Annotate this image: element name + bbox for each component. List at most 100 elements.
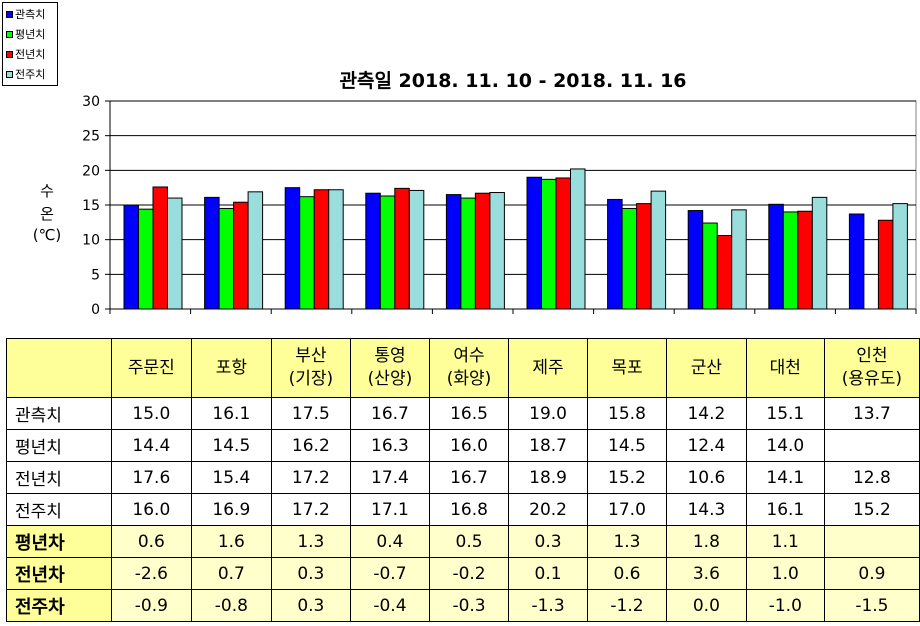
table-cell: 16.2	[270, 429, 351, 462]
table-cell: 18.7	[508, 429, 589, 462]
table-cell: -0.9	[110, 589, 192, 622]
bar	[152, 186, 168, 310]
bar	[123, 204, 139, 310]
y-tick-label: 20	[82, 163, 100, 179]
table-cell: 0.9	[823, 557, 920, 590]
table-cell: 15.1	[745, 397, 825, 430]
table-cell: 16.3	[349, 429, 431, 462]
table-cell: 15.8	[587, 397, 667, 430]
table-cell: 14.2	[665, 397, 747, 430]
station-header-line: 통영	[374, 346, 406, 366]
bar	[247, 191, 264, 310]
bar	[687, 210, 704, 310]
bar	[460, 197, 476, 310]
station-header-line: 여수	[453, 346, 485, 366]
table-cell: 16.0	[110, 493, 192, 526]
bar	[731, 209, 747, 310]
y-tick-label: 10	[82, 233, 100, 249]
y-tick-label: 0	[91, 302, 100, 318]
table-cell: 1.6	[190, 525, 272, 558]
y-tick-label: 25	[82, 129, 100, 145]
table-cell	[823, 429, 920, 462]
bar	[379, 195, 396, 310]
bar	[489, 192, 505, 310]
chart-legend: 관측치 평년치 전년치 전주치	[2, 2, 58, 86]
bar	[892, 203, 908, 310]
table-cell: 14.4	[110, 429, 192, 462]
table-cell: 20.2	[508, 493, 589, 526]
station-header: 통영 (산양)	[349, 338, 431, 398]
bar	[138, 208, 154, 310]
row-label: 전주치	[6, 493, 112, 526]
table-cell: -0.4	[349, 589, 431, 622]
table-cell: 0.5	[428, 525, 510, 558]
table-cell: 14.1	[745, 461, 825, 494]
table-cell: -1.5	[823, 589, 920, 622]
row-label: 전년차	[6, 557, 112, 590]
station-header: 제주	[508, 338, 589, 398]
table-cell: 16.7	[428, 461, 510, 494]
bar	[526, 176, 542, 310]
bar	[607, 198, 623, 310]
station-header: 부산 (기장)	[270, 338, 351, 398]
table-cell: -1.2	[587, 589, 667, 622]
station-header: 여수 (화양)	[428, 338, 510, 398]
bar	[716, 235, 733, 310]
bar	[541, 178, 557, 310]
table-cell: 15.2	[823, 493, 920, 526]
table-cell: 1.8	[665, 525, 747, 558]
table-cell: 0.7	[190, 557, 272, 590]
table-cell: 16.1	[190, 397, 272, 430]
legend-swatch	[6, 30, 13, 38]
bar	[445, 194, 462, 310]
station-header: 대천	[745, 338, 825, 398]
station-header-line: 인천	[856, 346, 888, 366]
table-cell: -0.2	[428, 557, 510, 590]
table-cell: -0.8	[190, 589, 272, 622]
station-header-line: (화양)	[446, 369, 492, 389]
station-header-line: 포항	[215, 357, 247, 378]
station-header-line: (용유도)	[841, 369, 902, 389]
bar	[233, 201, 249, 310]
row-label: 평년차	[6, 525, 112, 558]
table-cell: 0.6	[110, 525, 192, 558]
bar	[474, 192, 491, 310]
station-header: 포항	[190, 338, 272, 398]
y-tick-label: 15	[82, 198, 100, 214]
bar	[570, 168, 586, 310]
bar	[394, 187, 410, 310]
legend-label: 전주치	[15, 68, 46, 81]
station-header-line: 대천	[769, 357, 801, 378]
table-cell: 12.8	[823, 461, 920, 494]
y-axis-label-line-1: 수	[40, 182, 54, 200]
table-cell	[823, 525, 920, 558]
station-header: 목포	[587, 338, 667, 398]
table-cell: 0.6	[587, 557, 667, 590]
table-cell: 17.0	[587, 493, 667, 526]
legend-swatch	[6, 70, 13, 78]
table-cell: 17.6	[110, 461, 192, 494]
table-cell: 14.5	[587, 429, 667, 462]
table-row: 전년차 -2.6 0.7 0.3 -0.7 -0.2 0.1 0.6 3.6 1.0 0.9	[6, 557, 920, 590]
bar	[284, 187, 301, 310]
table-row: 관측치 15.0 16.1 17.5 16.7 16.5 19.0 15.8 14.2 15.1 1…	[6, 397, 920, 430]
bar	[811, 196, 828, 310]
station-header-line: 군산	[690, 357, 723, 378]
table-cell: -0.7	[349, 557, 431, 590]
station-header-line: (산양)	[367, 369, 413, 389]
table-row: 전주차 -0.9 -0.8 0.3 -0.4 -0.3 -1.3 -1.2 0.0 -1.0 -1.…	[6, 589, 920, 622]
table-cell: 0.4	[349, 525, 431, 558]
y-axis-label-line-2: 온	[40, 205, 54, 223]
legend-item: 전년치	[6, 46, 45, 62]
legend-item: 관측치	[6, 6, 45, 22]
bar	[555, 177, 571, 310]
table-row: 전주치 16.0 16.9 17.2 17.1 16.8 20.2 17.0 14.3 16.1 1…	[6, 493, 920, 526]
bar	[299, 196, 315, 310]
bar	[848, 213, 865, 310]
table-cell: 1.3	[587, 525, 667, 558]
bar	[636, 203, 652, 310]
bar	[797, 210, 813, 310]
station-header-line: (기장)	[288, 369, 334, 389]
bar	[365, 192, 381, 310]
table-cell: 0.3	[508, 525, 589, 558]
